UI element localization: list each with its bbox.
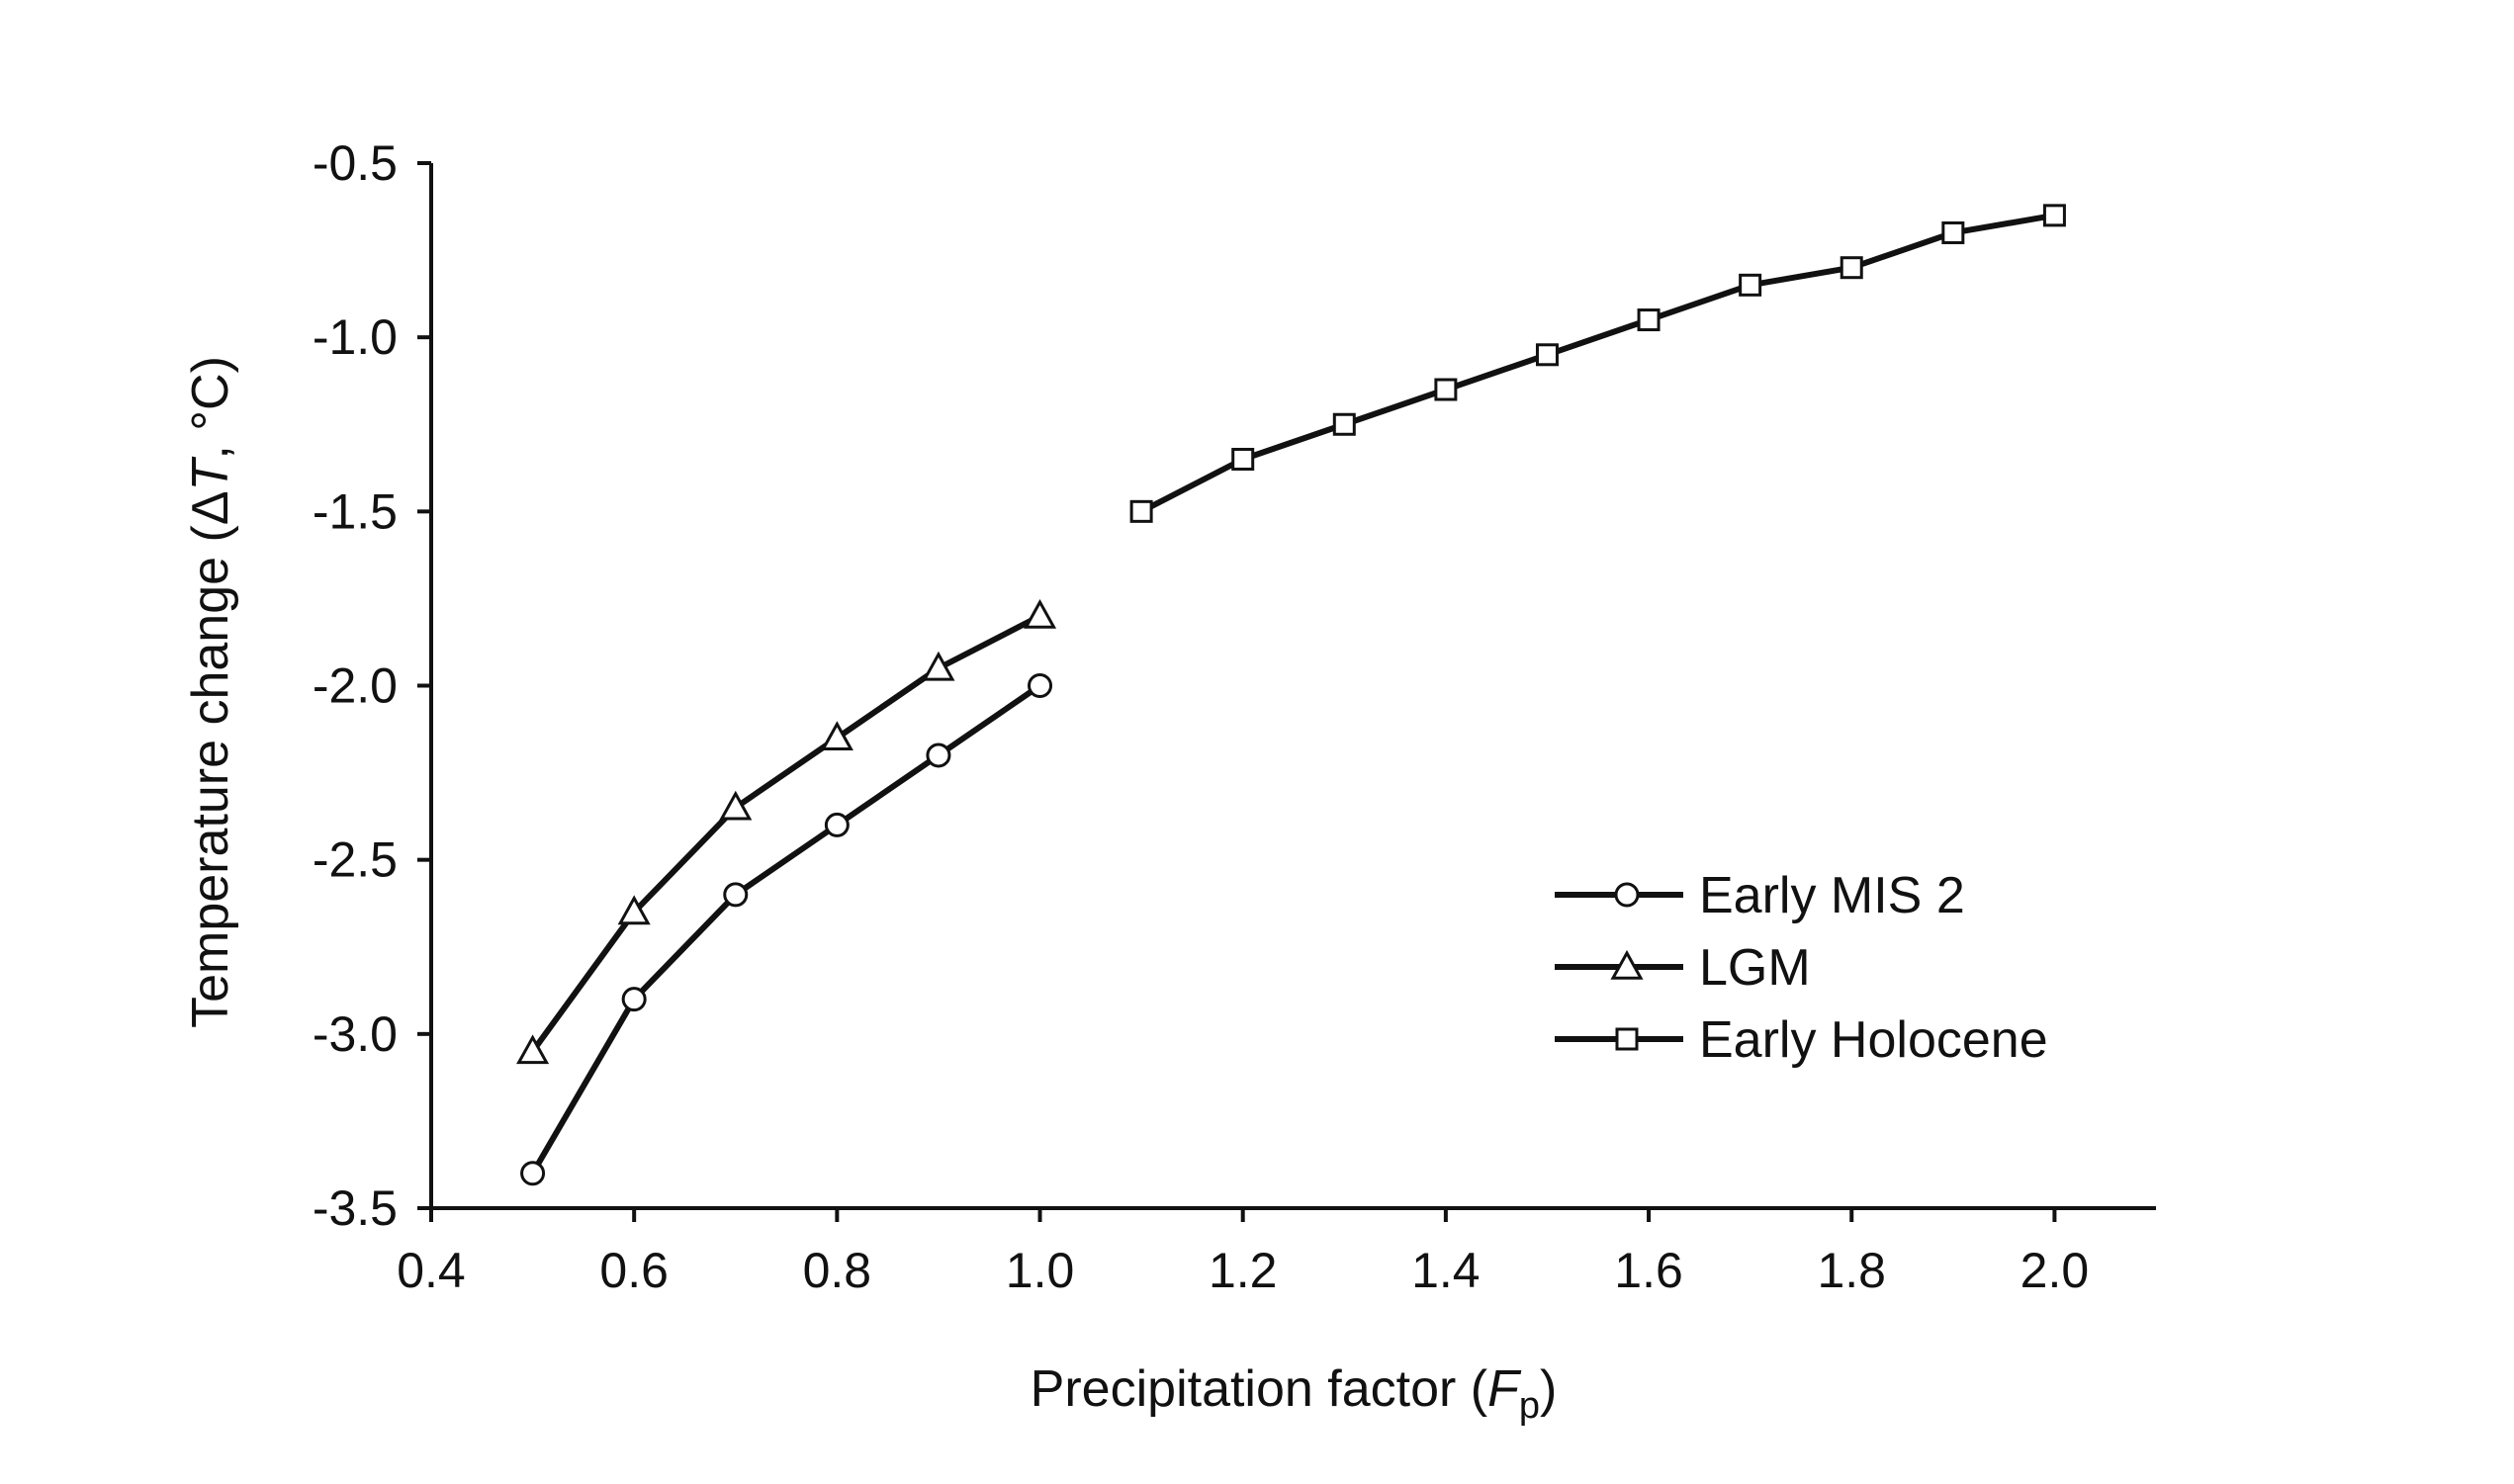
data-point-early-holocene xyxy=(1231,447,1255,471)
legend-label-lgm: LGM xyxy=(1699,939,1811,997)
data-point-early-holocene xyxy=(1941,220,1965,244)
data-point-early-mis-2 xyxy=(621,987,647,1012)
x-tick-label: 1.6 xyxy=(1614,1243,1683,1298)
x-tick-label: 0.8 xyxy=(803,1243,872,1298)
legend: Early MIS 2 LGM Early Holocene xyxy=(1555,867,2048,1069)
legend-entry-lgm: LGM xyxy=(1555,939,1811,997)
data-point-lgm xyxy=(719,790,753,821)
data-point-early-mis-2 xyxy=(723,882,749,908)
data-point-early-holocene xyxy=(2042,204,2066,227)
legend-label-early-holocene: Early Holocene xyxy=(1699,1011,2048,1069)
data-point-early-holocene xyxy=(1129,499,1153,523)
series-lgm xyxy=(516,598,1057,1065)
y-tick-label: -3.0 xyxy=(313,1006,398,1062)
data-point-early-holocene xyxy=(1332,412,1356,436)
legend-entry-early-holocene: Early Holocene xyxy=(1555,1011,2048,1069)
y-tick-label: -0.5 xyxy=(313,135,398,191)
legend-label-early-mis-2: Early MIS 2 xyxy=(1699,867,1965,924)
y-tick-label: -2.5 xyxy=(313,832,398,888)
data-point-early-holocene xyxy=(1840,256,1863,280)
data-point-early-holocene xyxy=(1637,308,1661,332)
y-axis-title: Temperature change (ΔT, °C) xyxy=(182,356,239,1028)
data-point-early-mis-2 xyxy=(824,812,850,837)
x-tick-label: 0.4 xyxy=(397,1243,466,1298)
x-tick-label: 1.8 xyxy=(1817,1243,1886,1298)
y-tick-label: -3.5 xyxy=(313,1180,398,1236)
data-point-lgm xyxy=(1023,598,1057,629)
x-tick-label: 0.6 xyxy=(599,1243,669,1298)
y-tick-label: -2.0 xyxy=(313,658,398,714)
legend-marker-early-holocene xyxy=(1615,1027,1639,1051)
legend-entry-early-mis-2: Early MIS 2 xyxy=(1555,867,1965,924)
series-line-early-mis-2 xyxy=(529,683,1042,1176)
data-point-early-mis-2 xyxy=(520,1161,546,1186)
x-tick-label: 2.0 xyxy=(2020,1243,2090,1298)
series-line-early-holocene xyxy=(1139,212,2055,515)
data-point-lgm xyxy=(516,1034,550,1065)
data-point-lgm xyxy=(617,895,651,925)
series-line-lgm xyxy=(530,613,1041,1054)
series-early-holocene xyxy=(1129,204,2066,523)
x-tick-label: 1.4 xyxy=(1411,1243,1481,1298)
data-point-early-holocene xyxy=(1535,343,1559,367)
x-axis-title: Precipitation factor (Fp) xyxy=(1031,1360,1558,1427)
legend-marker-early-mis-2 xyxy=(1614,882,1640,908)
y-tick-label: -1.5 xyxy=(313,483,398,539)
data-point-early-mis-2 xyxy=(1028,673,1053,698)
data-point-early-mis-2 xyxy=(926,742,951,768)
data-point-early-holocene xyxy=(1739,273,1762,297)
x-tick-label: 1.0 xyxy=(1006,1243,1075,1298)
series-layer xyxy=(516,204,2066,1186)
data-point-early-holocene xyxy=(1434,378,1458,401)
data-point-lgm xyxy=(820,721,853,751)
x-tick-label: 1.2 xyxy=(1209,1243,1278,1298)
series-early-mis-2 xyxy=(520,673,1053,1186)
data-point-lgm xyxy=(922,651,955,681)
legend-marker-lgm xyxy=(1610,949,1644,980)
chart-axes: 0.4 0.6 0.8 1.0 1.2 1.4 1.6 1.8 2.0 -0.5 -1.0 -1.5 -… xyxy=(313,135,2156,1298)
y-tick-label: -1.0 xyxy=(313,309,398,365)
